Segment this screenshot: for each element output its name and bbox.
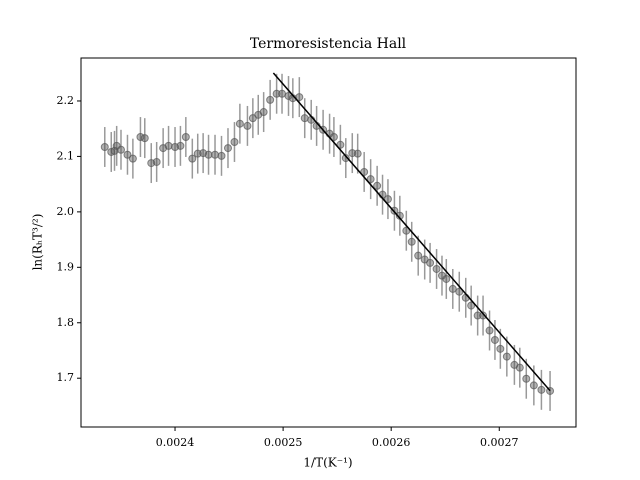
data-point [243,121,252,130]
x-tick-label: 0.0027 [480,436,519,449]
y-tick-label: 1.7 [57,371,75,384]
data-point [223,144,232,153]
x-tick-label: 0.0025 [264,436,303,449]
data-point [116,145,125,154]
data-point [295,93,304,102]
data-point [140,134,149,143]
data-point [284,91,293,100]
data-point [473,311,482,320]
data-point [515,363,524,372]
x-tick-label: 0.0026 [372,436,411,449]
data-point [414,251,423,260]
data-point [479,311,488,320]
data-point [100,142,109,151]
x-tick-label: 0.0024 [156,436,195,449]
data-point [164,141,173,150]
data-point [329,133,338,142]
data-point [204,150,213,159]
data-point [455,287,464,296]
data-point [217,151,226,160]
data-point [496,344,505,353]
data-point [278,89,287,98]
fit-line [272,72,551,392]
data-point [522,374,531,383]
data-point [188,154,197,163]
data-point [485,326,494,335]
plot-frame [80,57,577,428]
data-point [353,149,362,158]
data-point [235,119,244,128]
x-axis-label: 1/T(K⁻¹) [303,456,352,470]
data-point [181,133,190,142]
data-point [467,301,476,310]
y-tick-label: 2.1 [57,149,75,162]
data-point [407,237,416,246]
data-point [341,154,350,163]
y-tick-label: 1.8 [57,316,75,329]
data-point [426,258,435,267]
data-point [432,264,441,273]
data-point [230,138,239,147]
y-tick-label: 2.2 [57,94,75,107]
data-point [502,352,511,361]
data-point [537,385,546,394]
data-point [152,157,161,166]
data-point [300,114,309,123]
data-point [128,154,137,163]
data-point [266,95,275,104]
data-point [373,181,382,190]
data-point [490,335,499,344]
data-point [176,141,185,150]
y-tick-label: 2.0 [57,205,75,218]
data-point [442,274,451,283]
data-point [529,381,538,390]
data-point [259,108,268,117]
data-point [366,175,375,184]
y-tick-label: 1.9 [57,260,75,273]
chart-title: Termoresistencia Hall [250,36,407,52]
data-point [448,284,457,293]
data-point [211,150,220,159]
data-point [123,150,132,159]
data-point [383,195,392,204]
y-axis-label: ln(RₕT³/²) [31,214,45,271]
data-point [272,89,281,98]
data-point [360,167,369,176]
